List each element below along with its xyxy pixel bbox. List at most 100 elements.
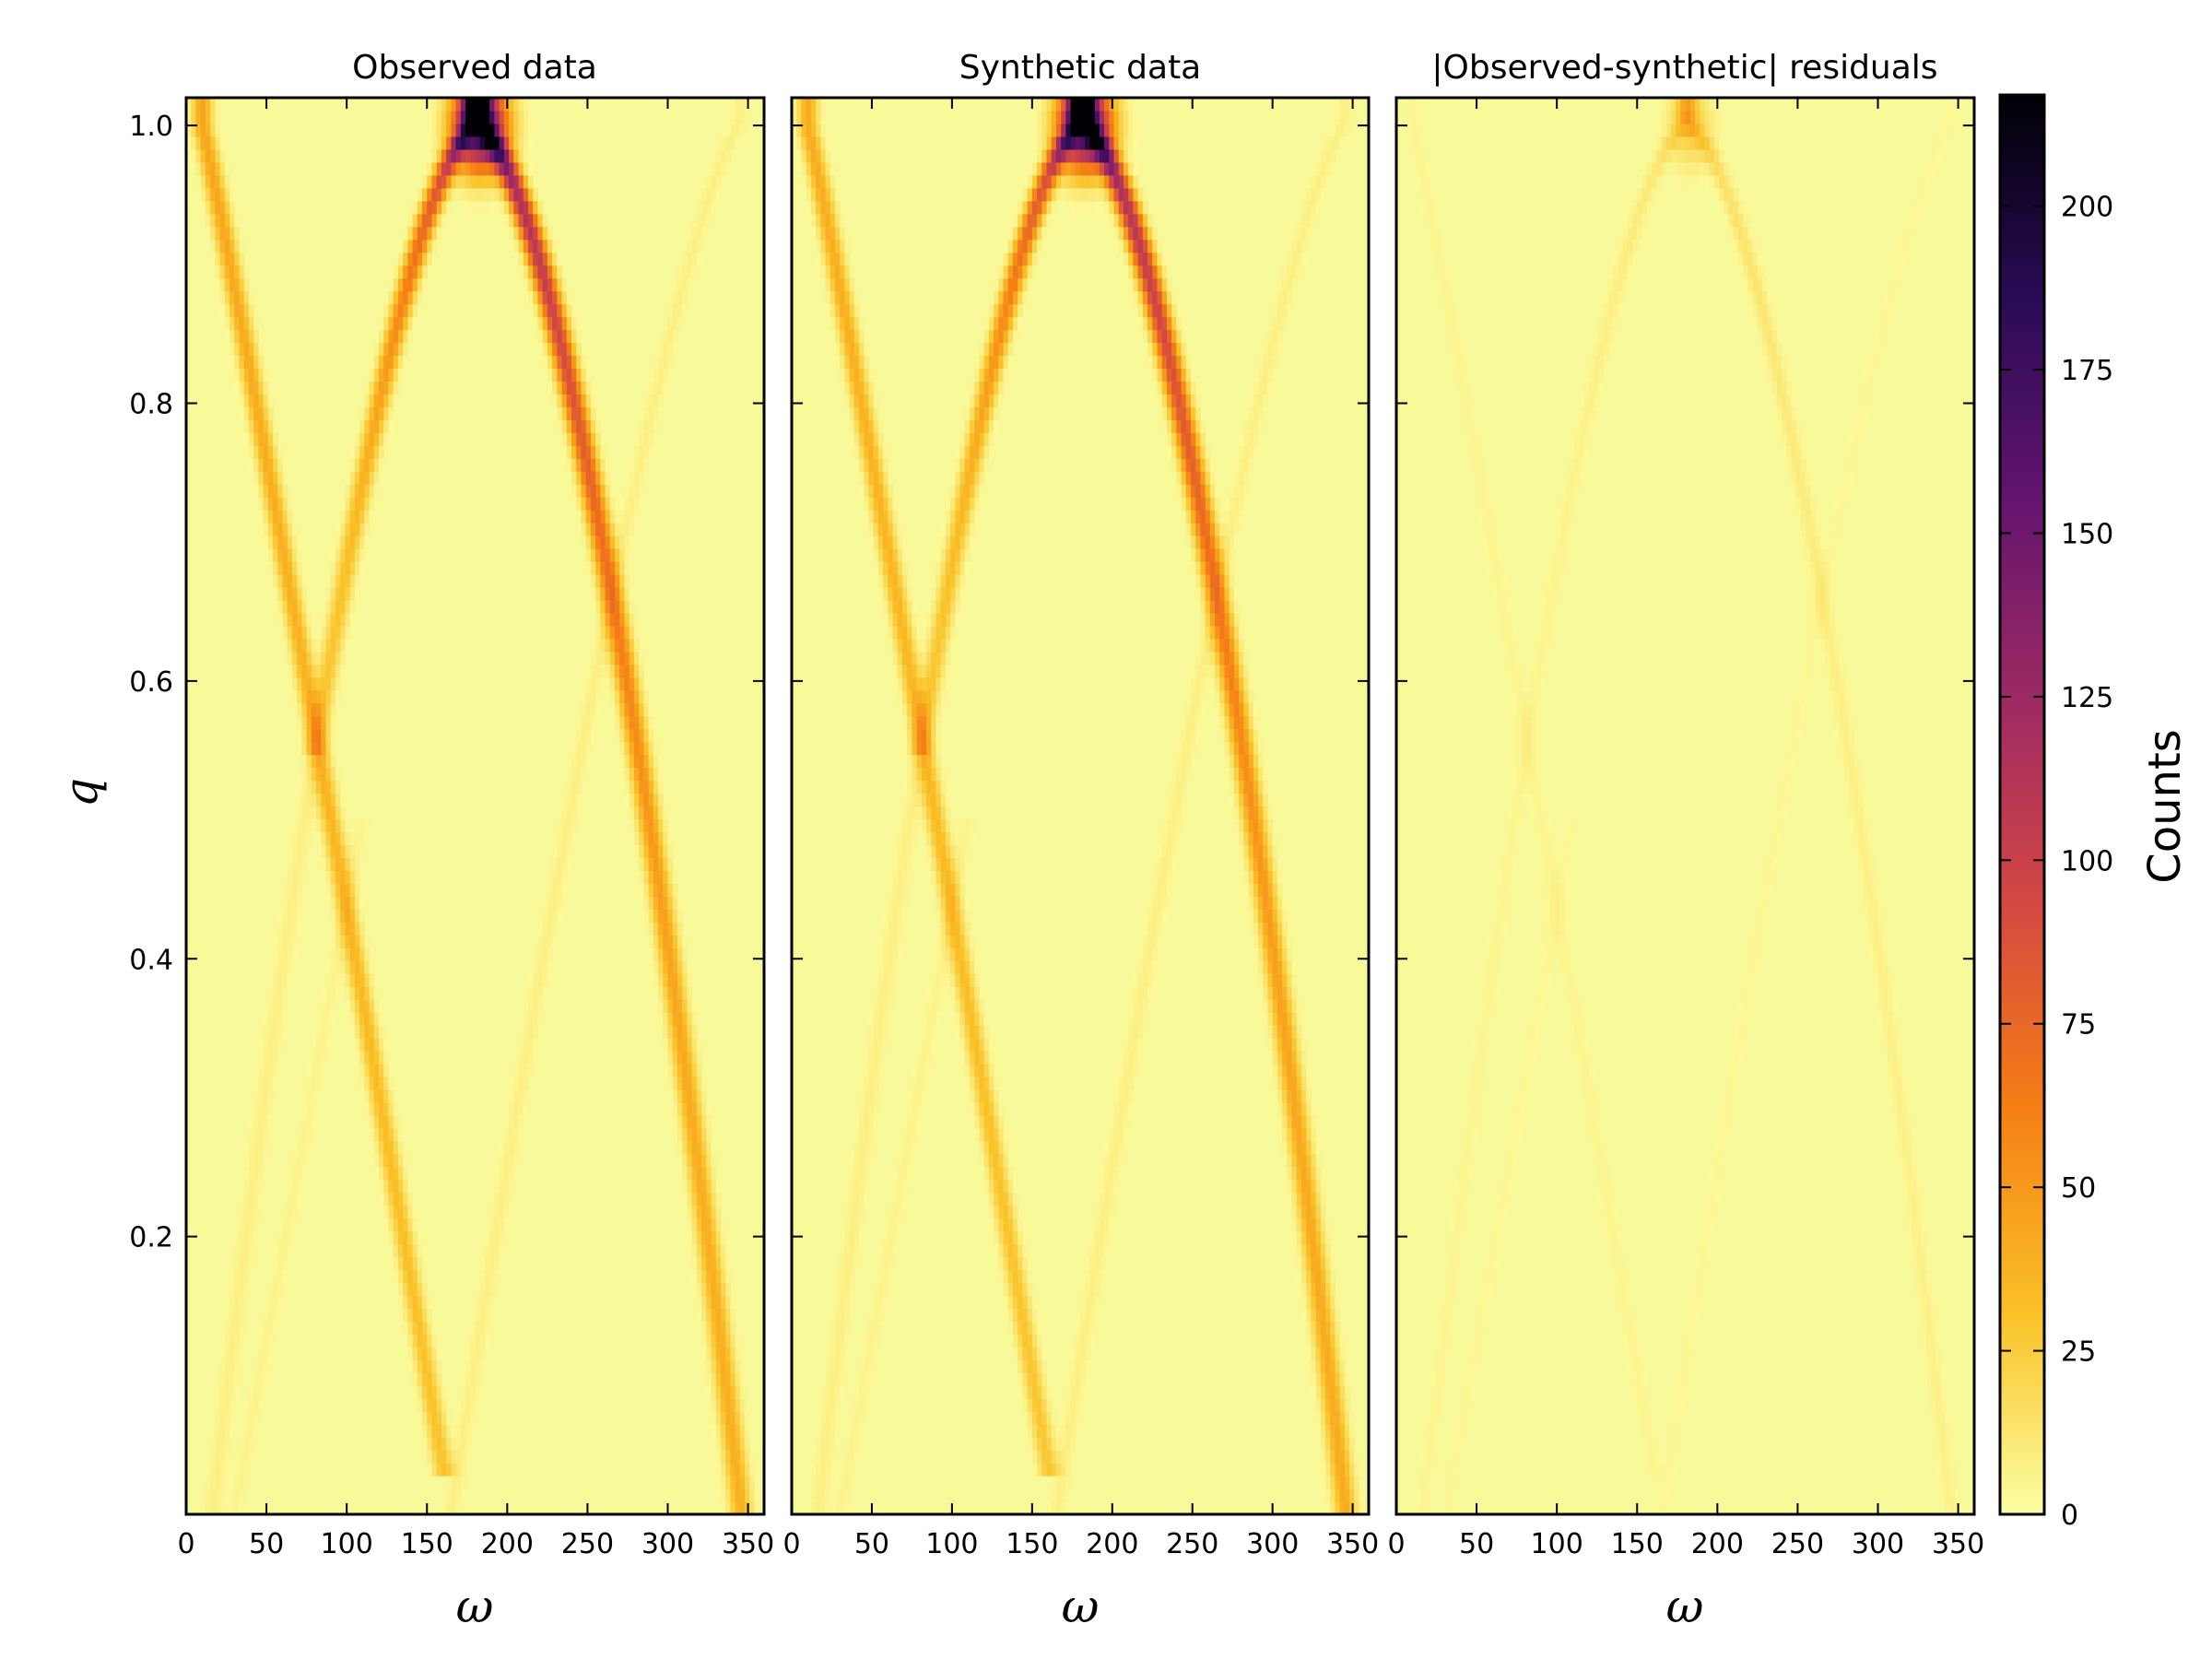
heatmap-cell bbox=[330, 857, 336, 871]
heatmap-cell bbox=[258, 355, 265, 370]
heatmap-cell bbox=[397, 303, 404, 318]
heatmap-cell bbox=[988, 1101, 994, 1116]
heatmap-cell bbox=[994, 1114, 999, 1129]
heatmap-cell bbox=[345, 870, 351, 884]
heatmap-cell bbox=[417, 252, 423, 266]
heatmap-cell bbox=[701, 1114, 707, 1129]
heatmap-cell bbox=[417, 1321, 423, 1335]
heatmap-cell bbox=[840, 1347, 845, 1360]
heatmap-cell bbox=[1233, 728, 1240, 743]
heatmap-cell bbox=[258, 1088, 265, 1103]
heatmap-cell bbox=[849, 1166, 855, 1181]
heatmap-cell bbox=[403, 1205, 408, 1219]
heatmap-cell bbox=[248, 1256, 254, 1271]
heatmap-cell bbox=[263, 1114, 269, 1129]
heatmap-cell bbox=[994, 1218, 999, 1232]
heatmap-cell bbox=[412, 1385, 418, 1399]
heatmap-cell bbox=[912, 1063, 918, 1077]
heatmap-cell bbox=[687, 252, 693, 266]
heatmap-cell bbox=[653, 368, 659, 382]
heatmap-cell bbox=[907, 599, 913, 614]
heatmap-cell bbox=[877, 523, 884, 536]
heatmap-cell bbox=[888, 1243, 894, 1258]
heatmap-cell bbox=[455, 161, 462, 176]
heatmap-cell bbox=[494, 1192, 500, 1206]
heatmap-cell bbox=[701, 1101, 707, 1116]
heatmap-cell bbox=[1166, 857, 1172, 871]
heatmap-cell bbox=[629, 586, 635, 601]
heatmap-cell bbox=[537, 329, 544, 344]
heatmap-cell bbox=[224, 1334, 230, 1347]
heatmap-cell bbox=[1335, 1385, 1341, 1399]
heatmap-cell bbox=[1349, 1488, 1355, 1502]
heatmap-cell bbox=[1137, 1012, 1144, 1026]
heatmap-cell bbox=[1296, 1218, 1302, 1232]
heatmap-cell bbox=[629, 638, 635, 653]
heatmap-cell bbox=[682, 303, 688, 318]
heatmap-cell bbox=[955, 831, 961, 846]
heatmap-cell bbox=[349, 909, 356, 923]
heatmap-cell bbox=[1248, 419, 1254, 433]
heatmap-cell bbox=[840, 1256, 845, 1271]
heatmap-cell bbox=[715, 1192, 722, 1206]
heatmap-cell bbox=[1311, 1230, 1317, 1245]
heatmap-cell bbox=[297, 1140, 302, 1155]
heatmap-cell bbox=[552, 935, 558, 948]
heatmap-cell bbox=[619, 573, 626, 588]
heatmap-cell bbox=[691, 999, 698, 1013]
heatmap-cell bbox=[735, 123, 741, 137]
heatmap-cell bbox=[1233, 793, 1240, 807]
heatmap-cell bbox=[853, 1153, 860, 1168]
heatmap-cell bbox=[844, 1205, 851, 1219]
heatmap-cell bbox=[901, 793, 908, 807]
heatmap-cell bbox=[864, 1127, 870, 1142]
heatmap-cell bbox=[1041, 1437, 1048, 1451]
heatmap-cell bbox=[499, 1243, 505, 1258]
heatmap-cell bbox=[1296, 1012, 1302, 1026]
heatmap-cell bbox=[825, 1424, 831, 1438]
heatmap-cell bbox=[853, 1450, 860, 1464]
heatmap-cell bbox=[224, 239, 230, 253]
heatmap-cell bbox=[912, 625, 918, 640]
heatmap-cell bbox=[1012, 1243, 1018, 1258]
heatmap-cell bbox=[590, 702, 596, 717]
heatmap-cell bbox=[364, 484, 371, 498]
heatmap-cell bbox=[1046, 1411, 1053, 1425]
heatmap-cell bbox=[1037, 1411, 1042, 1425]
heatmap-cell bbox=[518, 252, 524, 266]
heatmap-cell bbox=[1291, 1063, 1298, 1077]
heatmap-cell bbox=[1003, 1127, 1009, 1142]
heatmap-cell bbox=[354, 857, 360, 871]
heatmap-cell bbox=[1296, 1140, 1302, 1155]
heatmap-cell bbox=[901, 1192, 908, 1206]
heatmap-cell bbox=[215, 252, 221, 266]
heatmap-cell bbox=[330, 715, 336, 730]
heatmap-cell bbox=[883, 960, 888, 974]
heatmap-cell bbox=[349, 510, 356, 524]
heatmap-cell bbox=[518, 1114, 524, 1129]
heatmap-cell bbox=[1243, 883, 1250, 897]
heatmap-cell bbox=[581, 381, 587, 394]
heatmap-cell bbox=[892, 625, 899, 640]
heatmap-cell bbox=[431, 187, 438, 202]
heatmap-cell bbox=[484, 161, 490, 176]
heatmap-cell bbox=[825, 1501, 831, 1514]
heatmap-cell bbox=[239, 1269, 245, 1284]
heatmap-cell bbox=[234, 381, 241, 394]
heatmap-cell bbox=[1267, 844, 1274, 858]
heatmap-cell bbox=[542, 986, 548, 1000]
heatmap-cell bbox=[267, 999, 274, 1013]
heatmap-cell bbox=[840, 1334, 845, 1347]
heatmap-cell bbox=[234, 329, 241, 344]
heatmap-cell bbox=[1185, 458, 1192, 472]
heatmap-cell bbox=[316, 664, 322, 678]
heatmap-cell bbox=[527, 187, 534, 202]
heatmap-cell bbox=[243, 1230, 250, 1245]
heatmap-cell bbox=[643, 818, 650, 833]
heatmap-cell bbox=[830, 1372, 836, 1386]
heatmap-cell bbox=[263, 497, 269, 511]
heatmap-cell bbox=[955, 973, 961, 987]
heatmap-cell bbox=[369, 484, 375, 498]
heatmap-cell bbox=[658, 999, 664, 1013]
heatmap-cell bbox=[912, 651, 918, 665]
